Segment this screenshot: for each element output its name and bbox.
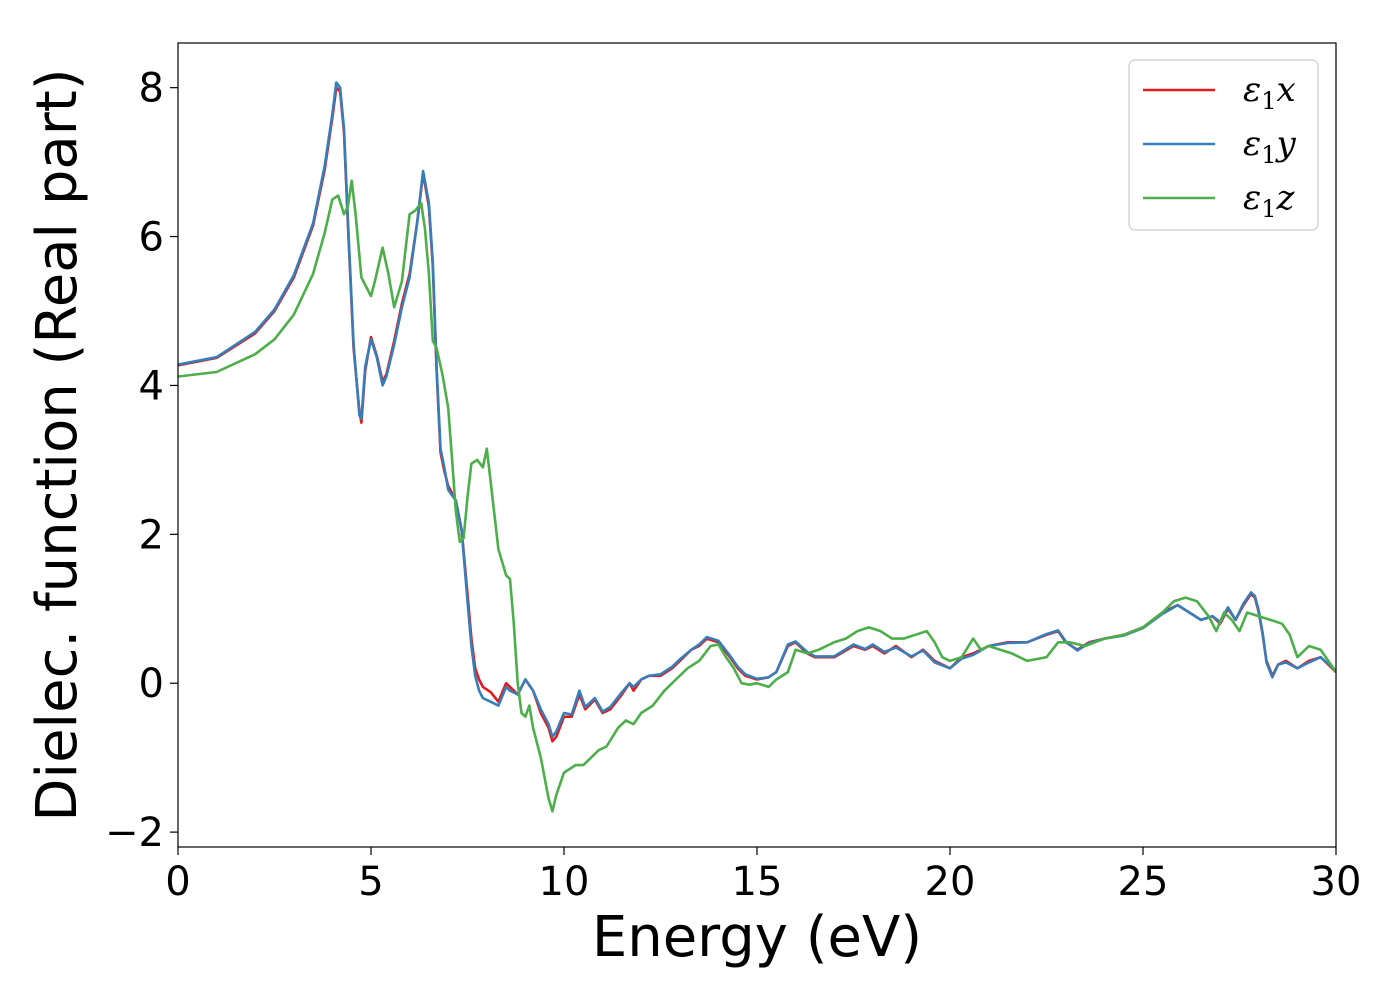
x-tick-label: 30: [1311, 859, 1362, 905]
x-tick-label: 15: [732, 859, 783, 905]
legend-label-z: ε1z: [1243, 178, 1296, 223]
series-layer: [178, 81, 1336, 813]
legend-variable: y: [1275, 124, 1297, 164]
x-tick-label: 5: [358, 859, 383, 905]
x-axis-title: Energy (eV): [592, 905, 922, 970]
y-tick-label: 6: [139, 215, 164, 261]
y-axis-title: Dielec. function (Real part): [25, 68, 90, 821]
y-tick-label: 0: [139, 661, 164, 707]
legend-label-x: ε1x: [1243, 70, 1296, 115]
y-tick-label: 2: [139, 512, 164, 558]
legend-label-y: ε1y: [1243, 124, 1297, 169]
legend-variable: x: [1277, 70, 1296, 110]
legend-frame: [1128, 59, 1319, 231]
x-tick-label: 10: [539, 859, 590, 905]
legend-symbol: ε: [1243, 70, 1261, 110]
legend-subscript: 1: [1261, 87, 1276, 115]
y-axis-ticks: −2 0 2 4 6 8: [105, 66, 178, 856]
x-tick-label: 20: [925, 859, 976, 905]
x-tick-label: 25: [1118, 859, 1169, 905]
y-tick-label: −2: [105, 810, 164, 856]
x-tick-label: 0: [165, 859, 190, 905]
legend-symbol: ε: [1243, 178, 1261, 218]
y-tick-label: 8: [139, 66, 164, 112]
legend-subscript: 1: [1261, 195, 1276, 223]
x-axis-ticks: 0 5 10 15 20 25 30: [165, 847, 1361, 905]
legend-variable: z: [1276, 178, 1296, 218]
legend-subscript: 1: [1261, 141, 1276, 169]
series-line-z: [178, 179, 1336, 813]
legend-symbol: ε: [1243, 124, 1261, 164]
y-tick-label: 4: [139, 363, 164, 409]
